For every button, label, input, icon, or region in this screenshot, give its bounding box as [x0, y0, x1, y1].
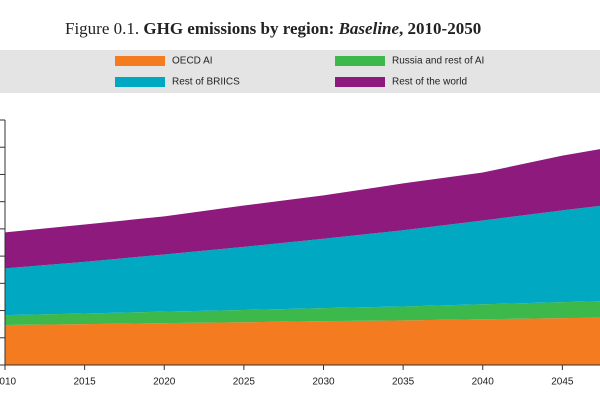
title: GHG emissions by region: — [143, 19, 338, 38]
figure-label: Figure 0.1. — [65, 19, 139, 38]
x-tick-label: 2010 — [0, 377, 17, 388]
area — [5, 301, 600, 325]
area — [5, 205, 600, 316]
x-tick-label: 2025 — [233, 377, 256, 388]
legend-label: OECD AI — [172, 56, 213, 67]
area — [5, 149, 600, 269]
x-tick-label: 2030 — [312, 377, 335, 388]
title-emphasis: Baseline — [338, 19, 400, 38]
legend-label: Russia and rest of AI — [392, 56, 484, 67]
legend-swatch — [335, 77, 385, 87]
x-tick-label: 2035 — [392, 377, 415, 388]
legend-swatch — [115, 56, 165, 66]
legend-label: Rest of the world — [392, 77, 467, 88]
x-tick-label: 2015 — [74, 377, 97, 388]
legend-label: Rest of BRIICS — [172, 77, 240, 88]
legend-background — [0, 50, 600, 93]
title-suffix: , 2010-2050 — [399, 19, 481, 38]
chart-title: Figure 0.1. GHG emissions by region: Bas… — [65, 19, 481, 38]
x-tick-label: 2045 — [551, 377, 574, 388]
area — [5, 317, 600, 365]
legend-swatch — [115, 77, 165, 87]
x-tick-label: 2040 — [472, 377, 495, 388]
x-tick-label: 2020 — [153, 377, 176, 388]
legend-swatch — [335, 56, 385, 66]
